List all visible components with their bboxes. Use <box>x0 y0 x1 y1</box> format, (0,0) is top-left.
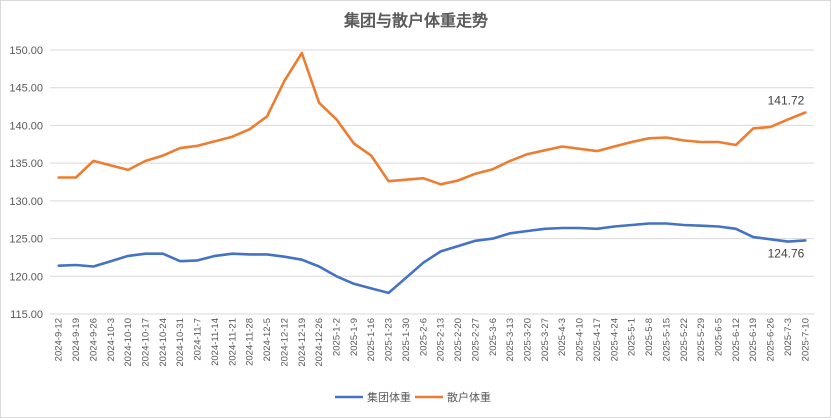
x-tick-label: 2025-5-15 <box>661 318 672 361</box>
gridlines <box>50 49 814 315</box>
x-tick-label: 2025-1-2 <box>332 318 343 356</box>
x-tick-label: 2024-12-26 <box>314 318 325 367</box>
x-tick-label: 2025-2-13 <box>436 318 447 361</box>
x-tick-label: 2024-12-5 <box>262 318 273 361</box>
x-tick-label: 2024-11-14 <box>210 318 221 366</box>
y-tick-label: 115.00 <box>10 309 43 321</box>
x-tick-label: 2024-10-17 <box>141 318 152 367</box>
x-tick-label: 2025-1-9 <box>349 318 360 356</box>
x-tick-label: 2025-3-20 <box>523 318 534 361</box>
x-tick-label: 2024-9-12 <box>54 318 65 361</box>
x-tick-label: 2025-6-12 <box>731 318 742 361</box>
series-line-0 <box>57 222 807 295</box>
x-tick-label: 2024-10-10 <box>123 318 134 367</box>
x-tick-label: 2024-11-28 <box>245 318 256 366</box>
x-tick-label: 2025-5-22 <box>679 318 690 361</box>
x-tick-label: 2024-12-12 <box>279 318 290 367</box>
x-tick-label: 2024-10-3 <box>106 318 117 361</box>
y-tick-label: 120.00 <box>9 271 43 283</box>
x-tick-label: 2024-9-26 <box>88 318 99 361</box>
y-tick-label: 135.00 <box>9 158 43 170</box>
x-tick-label: 2025-6-19 <box>748 318 759 361</box>
x-tick-label: 2025-1-16 <box>366 318 377 361</box>
x-tick-label: 2025-7-3 <box>783 318 794 356</box>
x-tick-label: 2025-3-13 <box>505 318 516 361</box>
x-tick-label: 2025-2-6 <box>418 318 429 356</box>
x-tick-label: 2024-10-31 <box>175 318 186 367</box>
y-tick-label: 150.00 <box>9 45 43 57</box>
y-axis-ticks: 115.00 120.00 125.00 130.00 135.00 140.00 145.… <box>9 45 43 321</box>
x-tick-label: 2025-6-26 <box>766 318 777 361</box>
x-tick-label: 2024-11-21 <box>227 318 238 366</box>
x-tick-label: 2024-9-19 <box>71 318 82 361</box>
data-label-1: 141.72 <box>768 93 805 107</box>
x-tick-label: 2024-11-7 <box>193 318 204 361</box>
x-tick-label: 2025-2-20 <box>453 318 464 361</box>
x-tick-label: 2025-7-10 <box>800 318 811 361</box>
x-tick-label: 2024-12-19 <box>297 318 308 367</box>
x-tick-label: 2025-3-6 <box>488 318 499 356</box>
x-tick-label: 2025-5-1 <box>627 318 638 356</box>
x-tick-label: 2025-5-29 <box>696 318 707 361</box>
data-label-0: 124.76 <box>768 246 805 260</box>
y-tick-label: 125.00 <box>9 234 43 246</box>
x-tick-label: 2025-1-23 <box>384 318 395 361</box>
y-tick-label: 140.00 <box>9 120 43 132</box>
x-tick-label: 2025-4-3 <box>557 318 568 356</box>
x-axis-ticks: 2024-9-12 2024-9-19 2024-9-26 2024-10-3 2024… <box>54 318 812 367</box>
series-line-1 <box>57 51 807 186</box>
x-tick-label: 2025-1-30 <box>401 318 412 361</box>
x-tick-label: 2025-4-17 <box>592 318 603 361</box>
x-tick-label: 2025-4-10 <box>575 318 586 361</box>
y-tick-label: 130.00 <box>9 196 43 208</box>
legend: 集团体重 散户体重 <box>335 390 491 404</box>
x-tick-label: 2024-10-24 <box>158 318 169 367</box>
data-labels: 124.76 141.72 <box>768 93 805 260</box>
x-tick-label: 2025-4-24 <box>609 318 620 361</box>
series-lines <box>57 51 807 295</box>
chart-title: 集团与散户体重走势 <box>343 11 488 30</box>
legend-label: 散户体重 <box>447 390 491 404</box>
x-tick-label: 2025-2-27 <box>470 318 481 361</box>
x-tick-label: 2025-6-5 <box>714 318 725 356</box>
y-tick-label: 145.00 <box>9 83 43 95</box>
x-tick-label: 2025-5-8 <box>644 318 655 356</box>
x-tick-label: 2025-3-27 <box>540 318 551 361</box>
legend-label: 集团体重 <box>367 390 411 404</box>
